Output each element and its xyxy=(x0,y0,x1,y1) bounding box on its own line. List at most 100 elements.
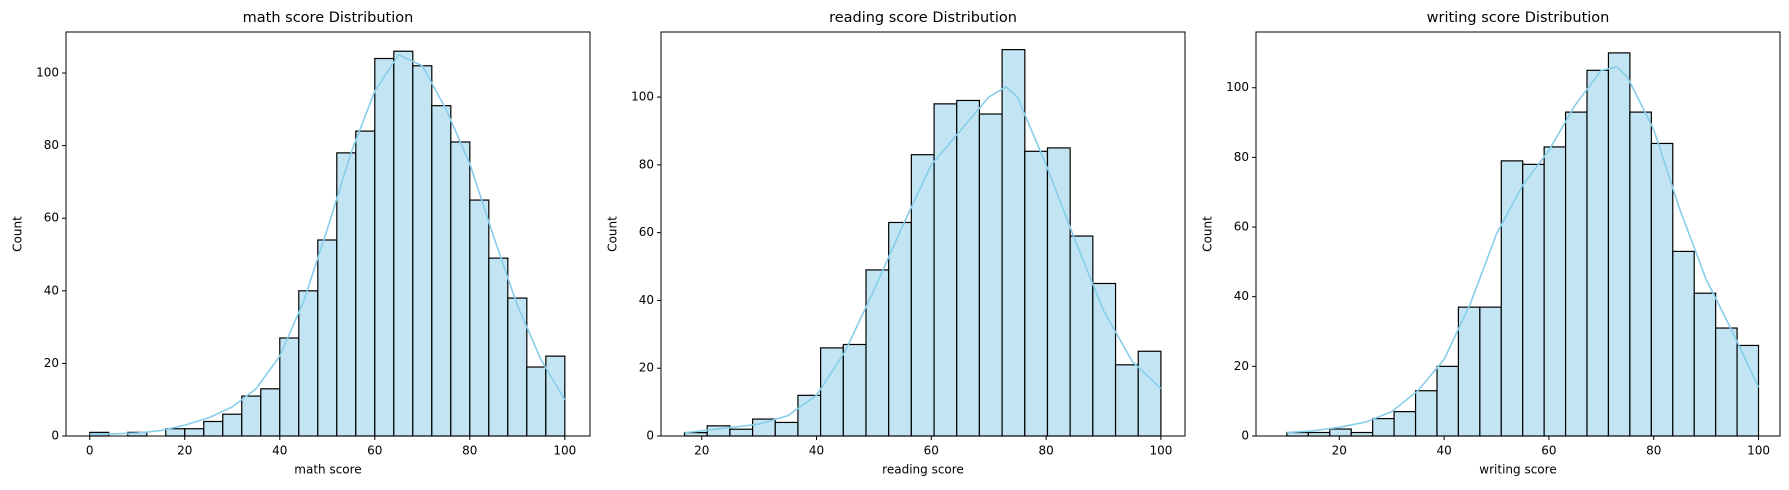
bar xyxy=(1092,282,1117,437)
y-tick-label: 40 xyxy=(639,293,654,307)
bar xyxy=(431,105,452,437)
y-tick-label: 100 xyxy=(1226,80,1249,94)
bar xyxy=(978,113,1003,437)
y-tick-label: 100 xyxy=(36,66,59,80)
y-tick-label: 0 xyxy=(1241,429,1249,443)
bar xyxy=(1457,306,1481,437)
axes-frame xyxy=(660,31,1186,437)
chart-title: writing score Distribution xyxy=(1427,10,1610,26)
bar xyxy=(1069,235,1094,437)
bar xyxy=(910,154,935,437)
bar xyxy=(336,152,357,437)
y-tick-label: 60 xyxy=(1234,220,1249,234)
bar xyxy=(1350,431,1374,437)
x-tick-label: 80 xyxy=(1038,444,1053,458)
bar xyxy=(1672,250,1695,437)
x-tick-label: 20 xyxy=(1332,444,1347,458)
bar xyxy=(865,269,890,437)
bar xyxy=(526,366,547,437)
bar xyxy=(1393,411,1417,437)
y-axis-label: Count xyxy=(606,216,620,252)
x-tick-label: 40 xyxy=(809,444,824,458)
bar xyxy=(469,199,490,437)
bar xyxy=(1629,111,1652,437)
y-tick-label: 80 xyxy=(44,138,59,152)
y-tick-label: 80 xyxy=(1234,150,1249,164)
bar xyxy=(933,103,958,437)
bar xyxy=(820,347,844,437)
x-tick-label: 80 xyxy=(1646,444,1661,458)
axes-frame xyxy=(1255,31,1781,437)
chart-title: math score Distribution xyxy=(243,10,414,26)
bar xyxy=(450,141,471,437)
bar xyxy=(1564,111,1588,437)
x-tick-label: 80 xyxy=(462,444,477,458)
bar xyxy=(488,257,509,437)
y-tick-label: 0 xyxy=(51,429,59,443)
bar xyxy=(1479,306,1502,437)
bar xyxy=(241,395,262,437)
bar xyxy=(1650,142,1674,437)
y-tick-label: 60 xyxy=(639,225,654,239)
bar xyxy=(751,418,776,437)
x-tick-label: 0 xyxy=(86,444,94,458)
kde-line xyxy=(89,53,566,435)
bar xyxy=(355,130,376,437)
bar xyxy=(317,239,338,437)
x-tick-label: 60 xyxy=(924,444,939,458)
bar xyxy=(412,65,433,437)
bar xyxy=(729,428,754,437)
bar xyxy=(1522,163,1545,437)
bar xyxy=(1436,365,1460,437)
bar xyxy=(956,99,981,437)
bar xyxy=(1607,52,1631,437)
x-axis-label: writing score xyxy=(1479,463,1556,477)
bar xyxy=(888,221,912,437)
y-tick-label: 40 xyxy=(1234,289,1249,303)
y-tick-label: 60 xyxy=(44,211,59,225)
bar xyxy=(393,50,414,437)
x-tick-label: 60 xyxy=(1541,444,1556,458)
bar xyxy=(260,388,281,437)
y-tick-label: 0 xyxy=(646,429,654,443)
bar xyxy=(1307,431,1331,437)
x-tick-label: 20 xyxy=(177,444,192,458)
bar xyxy=(1137,350,1162,437)
y-tick-label: 20 xyxy=(44,356,59,370)
x-tick-label: 100 xyxy=(1747,444,1770,458)
y-axis-label: Count xyxy=(1201,216,1215,252)
x-tick-label: 100 xyxy=(1149,444,1172,458)
x-tick-label: 40 xyxy=(1436,444,1451,458)
bar xyxy=(1736,344,1760,437)
chart-title: reading score Distribution xyxy=(829,10,1017,26)
bar xyxy=(1715,327,1738,437)
y-axis-label: Count xyxy=(11,216,25,252)
x-tick-label: 100 xyxy=(553,444,576,458)
bar xyxy=(842,343,867,437)
bar xyxy=(1543,146,1567,437)
bar xyxy=(279,337,300,437)
bar xyxy=(203,420,224,437)
x-tick-label: 20 xyxy=(694,444,709,458)
kde-line xyxy=(1286,65,1760,434)
y-tick-label: 20 xyxy=(1234,359,1249,373)
bar xyxy=(374,57,395,437)
bar xyxy=(298,290,319,437)
bar xyxy=(1024,150,1049,437)
bar xyxy=(1693,292,1717,437)
bar xyxy=(1329,428,1352,437)
bar xyxy=(1500,160,1524,437)
axes-frame xyxy=(65,31,591,437)
bar xyxy=(774,421,799,437)
x-tick-label: 60 xyxy=(367,444,382,458)
y-tick-label: 40 xyxy=(44,283,59,297)
kde-line xyxy=(684,85,1162,434)
bar xyxy=(1414,390,1438,437)
x-axis-label: reading score xyxy=(882,463,964,477)
bar xyxy=(222,413,243,437)
y-tick-label: 100 xyxy=(631,90,654,104)
bar xyxy=(1114,364,1139,437)
y-tick-label: 80 xyxy=(639,157,654,171)
bar xyxy=(1046,147,1071,437)
